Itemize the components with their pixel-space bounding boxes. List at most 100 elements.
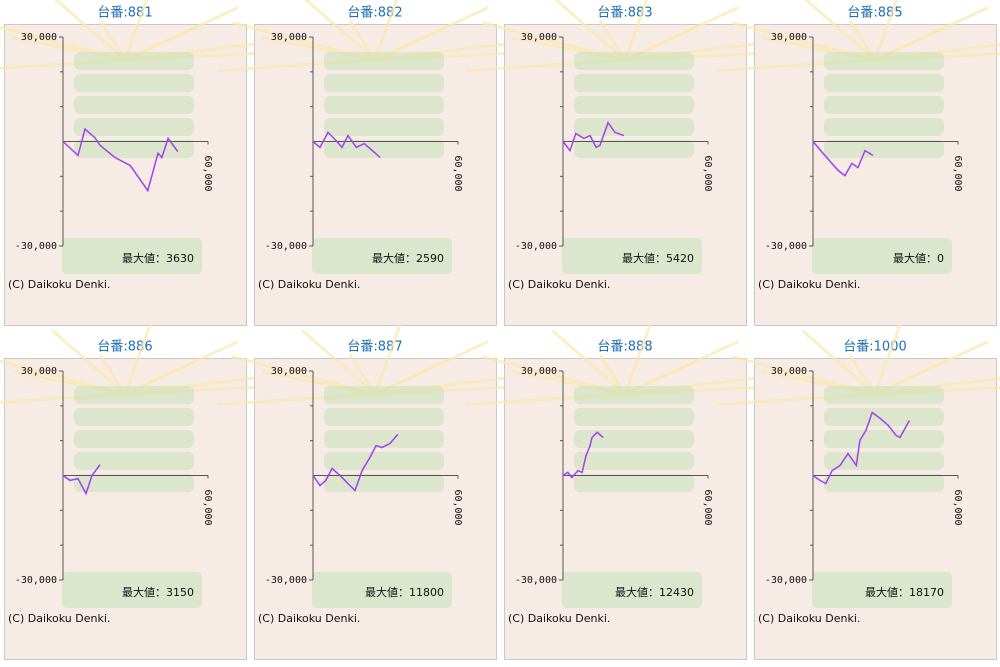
data-line [562,121,625,153]
decor-ray [348,353,377,395]
decor-ray [466,392,626,407]
data-line [812,141,874,177]
decor-ray [482,21,626,62]
decor-ray [848,353,877,395]
decor-ray [873,324,902,395]
y-tick-label: 30,000 [521,366,557,377]
decor-ray [232,21,376,62]
decor-tray [574,118,694,136]
decor-ray [716,392,876,407]
decor-ray [874,25,949,62]
decor-ray [374,51,518,62]
x-tick-label: 60,000 [202,489,213,525]
y-tick-label: 30,000 [21,32,57,43]
panel-background [254,24,497,326]
decor-tray [74,74,194,92]
chart-title: 台番:887 [347,340,402,355]
chart-title: 台番:883 [597,6,652,21]
copyright: (C) Daikoku Denki. [258,278,360,291]
decor-tray [824,52,944,70]
decor-ray [874,359,949,396]
decor-ray [374,385,518,396]
decor-tray [324,408,444,426]
decor-tray [574,52,694,70]
decor-tray [74,430,194,448]
decor-tray [74,52,194,70]
chart-title: 台番:885 [847,6,902,21]
chart-title: 台番:1000 [843,340,906,355]
decor-tray [574,386,694,404]
decor-ray [716,58,876,73]
decor-ray [0,392,126,404]
decor-ray [874,377,1000,396]
decor-ray [124,385,268,396]
y-tick-label: 30,000 [521,32,557,43]
decor-ray [873,0,899,61]
panel-background [254,358,497,660]
panel-background [4,24,247,326]
max-value: 最大値：5420 [622,251,694,265]
chart-panel: 台番:883 30,000 -30,000 60,000 最大値：5420 (C) Dai… [466,0,784,326]
x-tick-label: 60,000 [702,155,713,191]
y-tick-label: -30,000 [765,575,807,586]
decor-tray [324,452,444,470]
y-tick-label: 30,000 [21,366,57,377]
decor-tray [574,74,694,92]
panel-background [504,358,747,660]
decor-tray [62,238,202,274]
decor-tray [574,96,694,114]
copyright: (C) Daikoku Denki. [758,278,860,291]
decor-ray [304,0,376,62]
decor-ray [551,329,626,396]
decor-ray [623,324,652,395]
data-line [562,431,604,479]
decor-tray [324,140,444,158]
decor-ray [466,58,626,73]
decor-ray [0,25,126,62]
decor-tray [562,572,702,608]
decor-tray [324,430,444,448]
chart-panel: 台番:881 30,000 -30,000 60,000 最大値：3630 (C) Dai… [0,0,284,326]
decor-ray [0,359,126,396]
chart-panel: 台番:882 30,000 -30,000 60,000 最大値：2590 (C) Dai… [216,0,534,326]
chart-panel: 台番:1000 30,000 -30,000 60,000 最大値：18170 (C) D… [716,324,1000,660]
y-tick-label: 30,000 [771,366,807,377]
decor-ray [373,324,402,395]
decor-tray [312,572,452,608]
decor-tray [74,118,194,136]
decor-tray [74,474,194,492]
decor-tray [74,96,194,114]
decor-tray [562,238,702,274]
decor-tray [824,408,944,426]
y-tick-label: 30,000 [271,32,307,43]
decor-ray [123,0,149,61]
copyright: (C) Daikoku Denki. [8,278,110,291]
decor-ray [0,58,126,70]
y-tick-label: -30,000 [15,241,57,252]
decor-ray [624,385,768,396]
decor-ray [732,355,876,396]
decor-ray [124,25,199,62]
x-tick-label: 60,000 [452,155,463,191]
max-value: 最大値：0 [893,251,944,265]
data-line [312,131,381,159]
decor-ray [624,25,699,62]
decor-tray [824,386,944,404]
y-tick-label: -30,000 [265,575,307,586]
chart-panel: 台番:888 30,000 -30,000 60,000 最大値：12430 (C) Da… [466,324,784,660]
decor-ray [374,359,449,396]
copyright: (C) Daikoku Denki. [508,612,610,625]
chart-panel: 台番:885 30,000 -30,000 60,000 最大値：0 (C) Daikok… [716,0,1000,326]
max-value: 最大値：3150 [122,585,194,599]
decor-tray [574,430,694,448]
decor-ray [874,43,1000,62]
decor-tray [324,74,444,92]
decor-tray [324,118,444,136]
decor-ray [98,19,127,61]
decor-tray [574,140,694,158]
chart-title: 台番:886 [97,340,152,355]
data-line [62,127,179,193]
panel-background [504,24,747,326]
decor-tray [574,452,694,470]
y-tick-label: 30,000 [271,366,307,377]
